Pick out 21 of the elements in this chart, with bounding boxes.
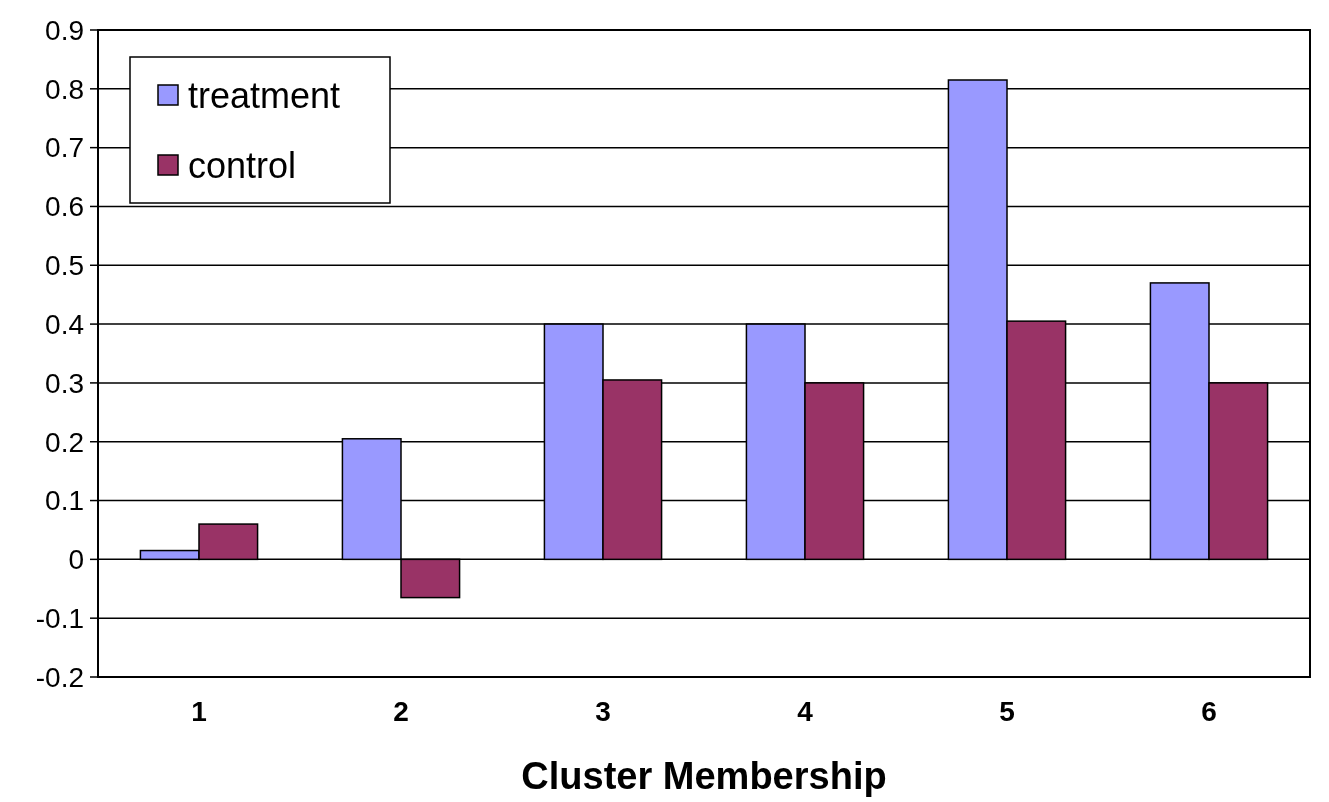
y-tick-label: 0.5: [45, 250, 84, 282]
y-tick-label: 0.7: [45, 132, 84, 164]
x-tick-label: 3: [595, 696, 611, 727]
y-tick-label: 0.3: [45, 367, 84, 399]
y-tick-label: 0.4: [45, 308, 84, 340]
y-tick-label: 0.2: [45, 426, 84, 458]
y-tick-label: -0.2: [35, 661, 84, 693]
x-tick-label: 1: [191, 696, 207, 727]
x-axis-title: Cluster Membership: [521, 755, 887, 797]
y-tick-label: 0.1: [45, 485, 84, 517]
y-tick-label: 0: [68, 544, 84, 576]
y-tick-label: 0.6: [45, 191, 84, 223]
y-tick-label: 0.9: [45, 14, 84, 46]
y-tick-label: 0.8: [45, 73, 84, 105]
x-tick-label: 2: [393, 696, 409, 727]
legend-label: treatment: [188, 74, 341, 116]
y-tick-label: -0.1: [35, 602, 84, 634]
x-tick-label: 6: [1201, 696, 1217, 727]
legend-label: control: [188, 144, 297, 186]
x-tick-label: 5: [999, 696, 1015, 727]
x-tick-label: 4: [797, 696, 814, 727]
